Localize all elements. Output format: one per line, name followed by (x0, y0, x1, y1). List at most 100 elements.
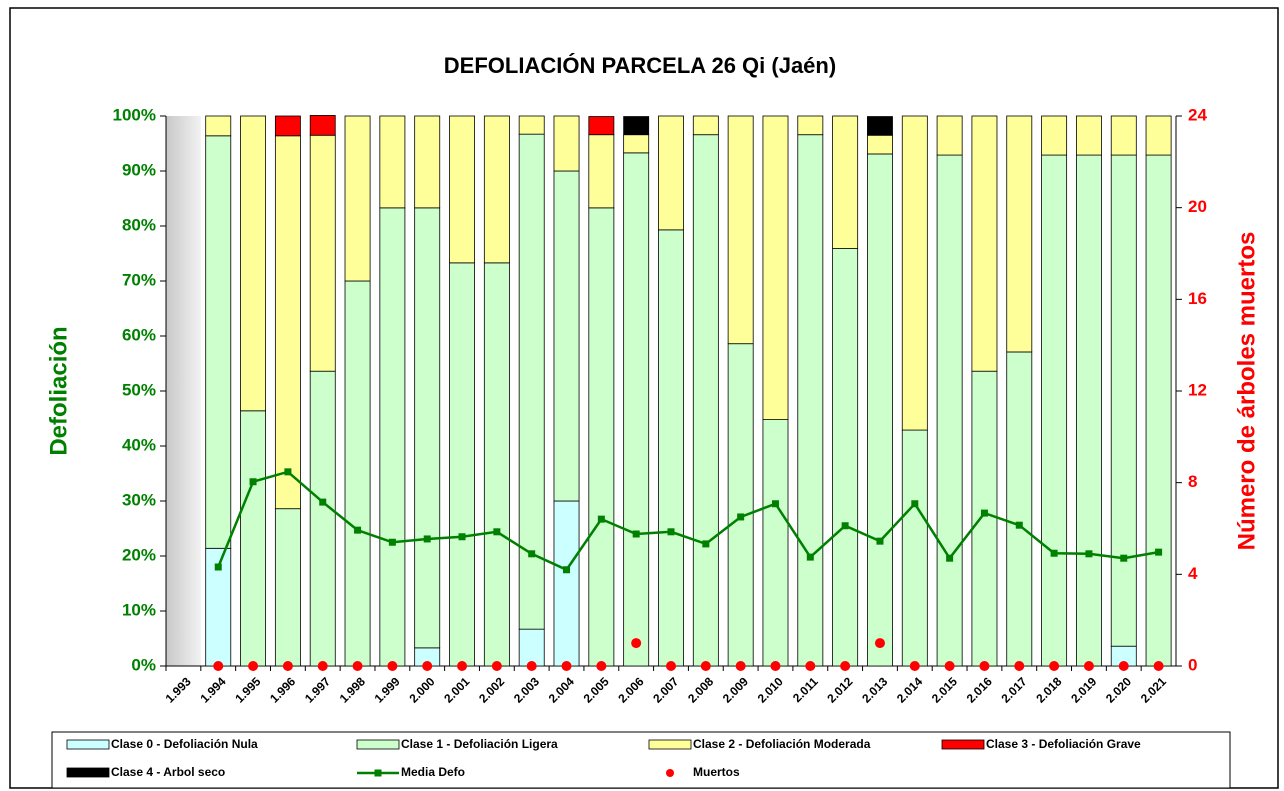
y2-tick-label: 4 (1188, 564, 1198, 583)
bar-segment (727, 343, 754, 667)
point (666, 661, 676, 671)
bar-segment (1110, 154, 1137, 647)
bar-segment (901, 429, 928, 667)
bar-segment (1041, 154, 1068, 667)
line-marker (876, 537, 884, 545)
point (735, 661, 746, 671)
y2-tick-label: 16 (1188, 289, 1207, 308)
bar-segment (483, 262, 510, 667)
y-tick-label: 10% (122, 600, 156, 619)
bar-segment (344, 280, 371, 667)
legend-swatch (66, 739, 110, 750)
bar-segment (518, 115, 545, 135)
legend-label: Clase 2 - Defoliación Moderada (693, 737, 871, 751)
legend-label: Clase 0 - Defoliación Nula (111, 737, 258, 751)
bar-segment (658, 229, 684, 667)
plot-shade (166, 116, 201, 666)
legend-label: Clase 1 - Defoliación Ligera (401, 737, 558, 751)
y-tick-label: 0% (131, 655, 156, 674)
bar-segment (309, 134, 336, 372)
y-tick-label: 20% (122, 545, 156, 564)
bar-segment (274, 115, 301, 137)
bar-segment (309, 370, 336, 667)
point (352, 661, 363, 671)
bar-segment (936, 115, 963, 156)
y2-axis-label: Número de árboles muertos (1233, 232, 1260, 551)
point (491, 661, 502, 671)
line-marker (841, 522, 849, 530)
legend-swatch (356, 739, 400, 750)
legend-label: Clase 3 - Defoliación Grave (986, 737, 1141, 751)
point (840, 661, 851, 671)
line-marker (806, 553, 814, 561)
point (596, 661, 607, 671)
y-tick-label: 60% (122, 325, 156, 344)
line-marker (563, 566, 571, 574)
bar-segment (762, 419, 789, 667)
bar-segment (588, 116, 615, 136)
legend-swatch (941, 739, 985, 750)
bar-segment (692, 115, 719, 136)
bar-segment (971, 115, 998, 372)
bar-segment (205, 135, 232, 549)
y-tick-label: 90% (122, 160, 156, 179)
bar-segment (658, 115, 684, 231)
line-marker (388, 538, 396, 546)
legend-swatch (374, 769, 382, 777)
point (387, 661, 398, 671)
y-tick-label: 100% (113, 105, 156, 124)
y-tick-label: 40% (122, 435, 156, 454)
bar-segment (309, 115, 336, 136)
bar-segment (414, 207, 441, 649)
line-marker (980, 509, 988, 517)
bar-segment (1145, 115, 1172, 156)
point (526, 661, 537, 671)
y-tick-label: 70% (122, 270, 156, 289)
line-marker (423, 535, 431, 543)
line-marker (1050, 549, 1058, 557)
bar-segment (240, 115, 267, 412)
point (770, 661, 781, 671)
chart-title: DEFOLIACIÓN PARCELA 26 Qi (Jaén) (444, 53, 836, 78)
bar-segment (274, 508, 301, 667)
bar-segment (692, 134, 719, 667)
point (317, 661, 328, 671)
bar-segment (449, 262, 475, 667)
bar-segment (623, 152, 650, 667)
point (213, 661, 224, 671)
y-axis-label: Defoliación (45, 326, 72, 455)
line-marker (493, 528, 501, 536)
legend-label: Clase 4 - Arbol seco (111, 765, 225, 779)
bar-segment (1145, 154, 1172, 667)
line-marker (1120, 554, 1128, 562)
point (1083, 661, 1094, 671)
bar-segment (588, 207, 615, 667)
line-marker (214, 563, 222, 571)
line-marker (1085, 550, 1093, 558)
bar-segment (1075, 115, 1102, 156)
bar-segment (727, 115, 754, 345)
point (700, 661, 711, 671)
y-tick-label: 80% (122, 215, 156, 234)
bar-segment (797, 115, 824, 136)
bar-segment (379, 207, 406, 667)
bar-segment (553, 115, 580, 172)
bar-segment (867, 134, 893, 155)
legend-swatch (666, 769, 674, 777)
bar-segment (240, 410, 267, 667)
bar-segment (901, 115, 928, 431)
y-tick-label: 30% (122, 490, 156, 509)
bar-segment (797, 134, 824, 667)
bar-segment (205, 115, 232, 137)
y2-tick-label: 20 (1188, 197, 1207, 216)
line-marker (458, 533, 466, 541)
bar-segment (623, 134, 650, 154)
bar-segment (762, 115, 789, 421)
bar-segment (274, 135, 301, 510)
bar-segment (553, 500, 580, 667)
point (282, 661, 293, 671)
point (874, 638, 885, 649)
point (944, 661, 955, 671)
legend-box (51, 731, 1231, 789)
